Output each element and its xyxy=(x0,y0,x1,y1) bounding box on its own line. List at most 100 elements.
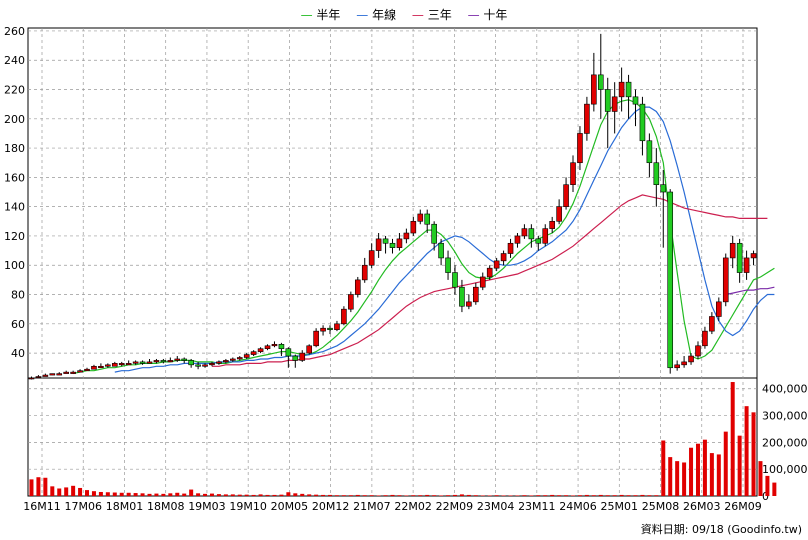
candle-up xyxy=(729,242,736,259)
candle-up xyxy=(611,96,618,112)
x-tick-label: 17M06 xyxy=(64,500,102,513)
x-tick-label: 24M06 xyxy=(559,500,597,513)
candle-up xyxy=(56,373,63,376)
candle-up xyxy=(716,301,722,317)
candle-up xyxy=(500,253,507,262)
candle-up xyxy=(313,330,319,347)
candle-up xyxy=(264,345,271,350)
candle-down xyxy=(181,358,188,361)
volume-bar xyxy=(758,461,763,496)
candle-up xyxy=(479,276,486,288)
price-tick-label: 40 xyxy=(11,347,25,360)
candle-up xyxy=(695,345,701,357)
x-tick-label: 25M01 xyxy=(601,500,639,513)
volume-bar xyxy=(515,495,520,496)
price-tick-label: 80 xyxy=(11,289,25,302)
volume-bar xyxy=(452,494,457,496)
volume-bar xyxy=(404,495,409,496)
candle-up xyxy=(299,352,306,361)
volume-bar xyxy=(557,495,562,496)
volume-bar xyxy=(647,495,652,496)
volume-bar xyxy=(147,493,152,496)
candle-up xyxy=(125,363,132,366)
volume-bar xyxy=(598,494,603,496)
candle-up xyxy=(549,221,555,229)
x-tick-label: 22M02 xyxy=(394,500,432,513)
volume-bar xyxy=(369,495,374,496)
volume-bar xyxy=(57,488,62,496)
candle-up xyxy=(709,316,715,332)
volume-bar xyxy=(348,495,353,496)
volume-bar xyxy=(487,495,492,496)
candle-up xyxy=(105,364,111,367)
candle-up xyxy=(361,264,368,281)
candle-up xyxy=(271,344,278,347)
volume-bar xyxy=(216,494,221,496)
volume-bar xyxy=(584,494,589,496)
volume-bar xyxy=(29,479,34,496)
candle-down xyxy=(389,242,396,248)
volume-bar xyxy=(480,495,485,496)
candle-up xyxy=(153,360,160,363)
volume-bar xyxy=(140,493,145,496)
candle-up xyxy=(42,374,49,377)
volume-bar xyxy=(36,477,41,496)
candle-up xyxy=(70,371,76,374)
x-tick-label: 19M10 xyxy=(229,500,267,513)
x-tick-label: 25M08 xyxy=(642,500,680,513)
price-tick-label: 220 xyxy=(4,84,25,97)
candle-up xyxy=(320,327,326,332)
candle-up xyxy=(368,250,375,266)
candle-up xyxy=(174,358,181,361)
volume-bar xyxy=(64,487,69,496)
volume-bar xyxy=(50,486,55,496)
volume-bar xyxy=(626,495,631,496)
candle-up xyxy=(410,221,417,234)
volume-bar xyxy=(702,439,707,496)
x-tick-label: 20M05 xyxy=(271,500,309,513)
volume-bar xyxy=(203,493,208,496)
candle-up xyxy=(486,267,493,278)
x-tick-label: 22M09 xyxy=(436,500,474,513)
volume-bar xyxy=(397,495,402,496)
volume-bar xyxy=(168,493,173,496)
candle-up xyxy=(35,376,42,378)
candle-up xyxy=(493,260,500,269)
volume-bar xyxy=(105,492,110,496)
volume-bar xyxy=(730,382,735,496)
volume-bar xyxy=(383,495,388,496)
volume-bar xyxy=(161,493,166,496)
candle-up xyxy=(507,242,514,254)
candle-up xyxy=(681,361,687,366)
volume-bar xyxy=(459,494,464,496)
volume-bar xyxy=(355,494,360,496)
candle-up xyxy=(250,351,257,355)
candle-up xyxy=(618,81,625,98)
volume-bar xyxy=(286,492,291,496)
candle-up xyxy=(230,358,236,361)
volume-bar xyxy=(251,494,256,496)
candle-up xyxy=(91,365,97,370)
volume-bar xyxy=(244,494,249,496)
x-tick-label: 16M11 xyxy=(23,500,61,513)
volume-bar xyxy=(591,495,596,496)
candle-up xyxy=(750,253,757,259)
volume-bar xyxy=(279,494,284,496)
volume-bar xyxy=(328,494,333,496)
volume-bar xyxy=(126,492,131,496)
candle-down xyxy=(438,242,444,259)
volume-bar xyxy=(695,443,700,496)
volume-bar xyxy=(612,495,617,496)
volume-bar xyxy=(300,493,305,496)
candle-up xyxy=(702,330,708,347)
volume-bar xyxy=(43,477,48,496)
volume-bar xyxy=(341,495,346,496)
volume-bar xyxy=(765,475,770,496)
volume-bar xyxy=(223,494,228,496)
x-tick-label: 20M12 xyxy=(312,500,350,513)
candle-up xyxy=(570,162,576,185)
volume-bar xyxy=(529,495,534,496)
x-tick-label: 23M04 xyxy=(477,500,515,513)
legend-item-three-year: — 三年 xyxy=(411,8,452,22)
